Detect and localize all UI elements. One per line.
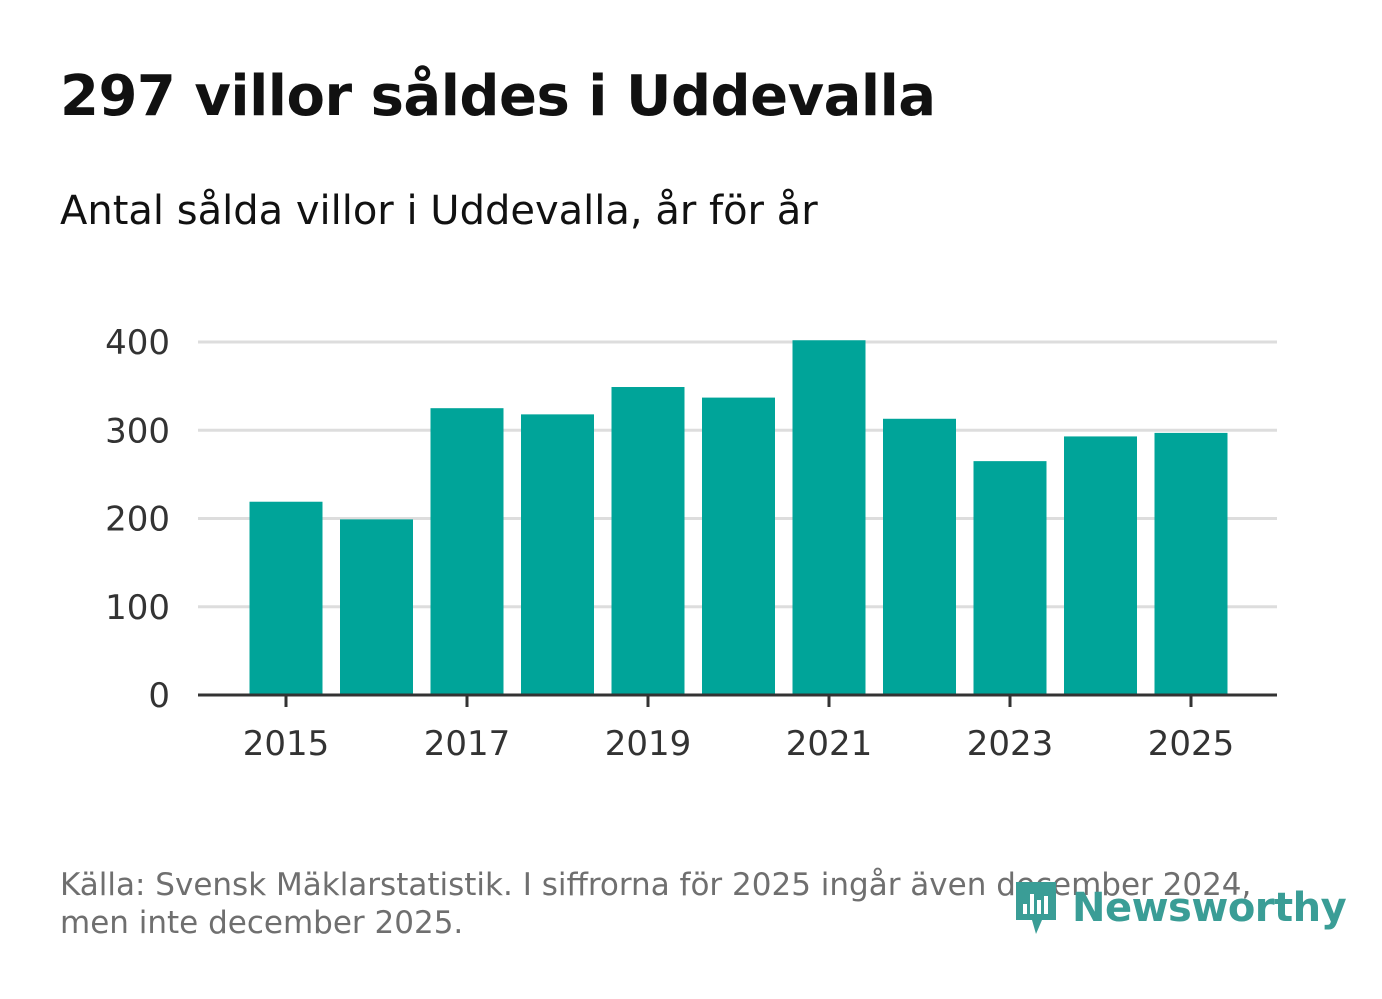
x-axis — [198, 693, 1277, 707]
bar-2018 — [521, 414, 594, 695]
bar-2020 — [702, 397, 775, 695]
x-tick-label: 2021 — [786, 724, 873, 764]
newsworthy-logo: Newsworthy — [1012, 876, 1347, 940]
source-line-2: men inte december 2025. — [60, 905, 464, 941]
bar-2019 — [611, 387, 685, 695]
bar-2022 — [883, 418, 956, 695]
bar-2021 — [792, 340, 866, 695]
bar-chart: 0 100 200 300 400 2015 2017 2019 2021 2023 2025 — [105, 323, 1277, 764]
tick-labels: 0 100 200 300 400 2015 2017 2019 2021 2023 2025 — [105, 323, 1234, 764]
bar-2023 — [973, 461, 1047, 695]
y-tick-label: 0 — [148, 676, 170, 716]
newsworthy-logo-icon — [1016, 882, 1056, 934]
chart-title: 297 villor såldes i Uddevalla — [60, 64, 936, 129]
chart-subtitle: Antal sålda villor i Uddevalla, år för å… — [60, 188, 818, 234]
bar-2024 — [1064, 436, 1137, 695]
y-tick-label: 300 — [105, 411, 170, 451]
y-tick-label: 400 — [105, 323, 170, 363]
x-tick-label: 2025 — [1148, 724, 1235, 764]
x-tick-label: 2017 — [424, 724, 511, 764]
bar-2015 — [249, 501, 323, 695]
y-tick-label: 100 — [105, 588, 170, 628]
bar-2025 — [1154, 432, 1228, 695]
bar-2016 — [340, 519, 413, 695]
bars — [249, 340, 1228, 695]
x-tick-label: 2023 — [967, 724, 1054, 764]
bar-2017 — [430, 408, 504, 695]
logo-text: Newsworthy — [1072, 885, 1347, 931]
x-tick-label: 2015 — [243, 724, 330, 764]
x-tick-label: 2019 — [605, 724, 692, 764]
y-tick-label: 200 — [105, 500, 170, 540]
